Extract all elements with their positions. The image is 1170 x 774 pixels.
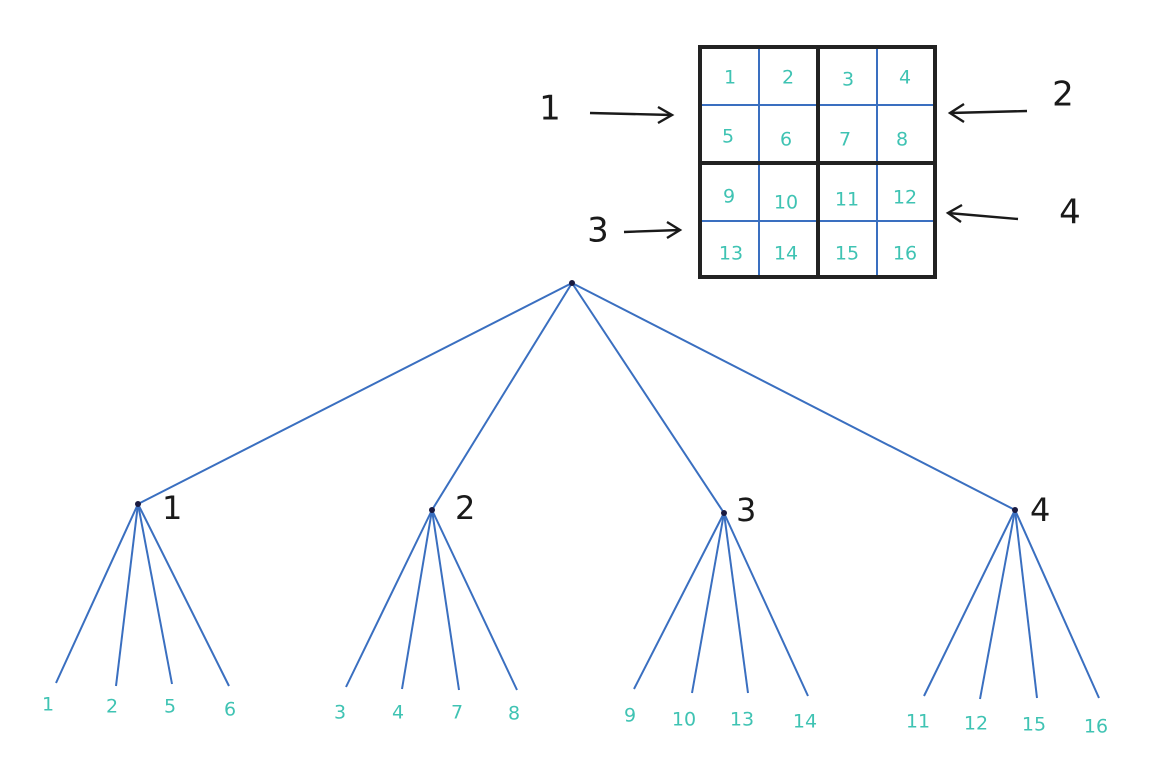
quadrant-label-4: 4 — [1059, 193, 1081, 233]
branch-label-3: 3 — [736, 491, 756, 529]
leaf-label: 4 — [392, 702, 404, 724]
leaf-label: 5 — [164, 696, 176, 718]
tree-node-4 — [1012, 507, 1018, 513]
tree-edge — [115, 503, 139, 687]
tree-edge — [137, 503, 173, 685]
leaf-label: 14 — [793, 711, 817, 733]
tree-branch-1: 1 1 2 5 6 — [42, 489, 236, 721]
quadtree: 1 1 2 5 6 2 3 4 7 8 3 9 10 — [42, 280, 1108, 738]
tree-edge — [345, 509, 433, 688]
tree-edge — [137, 503, 230, 687]
quadrant-label-1: 1 — [539, 89, 561, 129]
grid-4x4: 1 2 3 4 5 6 7 8 9 10 11 12 13 14 15 16 — [698, 45, 937, 279]
quadrant-label-2: 2 — [1052, 75, 1074, 115]
grid-cell: 5 — [722, 126, 734, 148]
tree-edge — [723, 512, 809, 697]
tree-edge — [979, 509, 1016, 700]
leaf-label: 15 — [1022, 714, 1046, 736]
grid-cell: 8 — [896, 129, 908, 151]
grid-cell: 15 — [835, 243, 859, 265]
arrow-right-icon — [623, 220, 683, 240]
tree-edge — [633, 512, 725, 690]
branch-label-1: 1 — [162, 489, 182, 527]
tree-edge-root-4 — [571, 282, 1016, 511]
tree-edge-root-1 — [137, 282, 573, 505]
tree-root-node — [569, 280, 575, 286]
arrow-right-icon — [589, 105, 675, 125]
leaf-label: 11 — [906, 711, 930, 733]
grid-cell: 2 — [782, 67, 794, 89]
grid-cell: 13 — [719, 243, 743, 265]
grid-cell: 1 — [724, 67, 736, 89]
tree-edge — [431, 509, 518, 691]
tree-edge — [723, 512, 749, 694]
tree-node-3 — [721, 510, 727, 516]
tree-edge-root-2 — [431, 282, 573, 511]
tree-branch-3: 3 9 10 13 14 — [624, 491, 817, 733]
tree-edge — [923, 509, 1016, 697]
tree-edge-root-3 — [571, 282, 725, 514]
grid-cell: 11 — [835, 189, 859, 211]
tree-edge — [55, 503, 139, 684]
quadrant-4-outline — [816, 161, 937, 279]
tree-edge — [691, 512, 725, 694]
tree-edge — [431, 509, 460, 691]
tree-node-1 — [135, 501, 141, 507]
grid-cell: 12 — [893, 187, 917, 209]
quadrant-label-3: 3 — [587, 211, 609, 251]
grid-cell-numbers: 1 2 3 4 5 6 7 8 9 10 11 12 13 14 15 16 — [719, 67, 917, 265]
arrow-left-icon — [945, 203, 1019, 223]
tree-edge — [1014, 509, 1038, 699]
leaf-label: 3 — [334, 702, 346, 724]
leaf-label: 2 — [106, 696, 118, 718]
grid-cell: 16 — [893, 243, 917, 265]
grid-cell: 3 — [842, 69, 854, 91]
grid-cell: 14 — [774, 243, 798, 265]
leaf-label: 6 — [224, 699, 236, 721]
leaf-label: 13 — [730, 709, 754, 731]
leaf-label: 8 — [508, 703, 520, 725]
leaf-label: 16 — [1084, 716, 1108, 738]
branch-label-4: 4 — [1030, 491, 1050, 529]
leaf-label: 9 — [624, 705, 636, 727]
tree-node-2 — [429, 507, 435, 513]
leaf-label: 1 — [42, 694, 54, 716]
arrow-left-icon — [947, 102, 1028, 124]
grid-cell: 6 — [780, 129, 792, 151]
grid-cell: 7 — [839, 129, 851, 151]
grid-cell: 9 — [723, 186, 735, 208]
tree-edge — [401, 509, 433, 690]
branch-label-2: 2 — [455, 489, 475, 527]
grid-cell: 10 — [774, 192, 798, 214]
quadrant-labels: 1 2 3 4 — [539, 75, 1081, 251]
grid-cell: 4 — [899, 67, 911, 89]
tree-edge — [1014, 509, 1100, 699]
leaf-label: 10 — [672, 709, 696, 731]
leaf-label: 12 — [964, 713, 988, 735]
tree-branch-4: 4 11 12 15 16 — [906, 491, 1108, 738]
leaf-label: 7 — [451, 702, 463, 724]
tree-branch-2: 2 3 4 7 8 — [334, 489, 520, 725]
